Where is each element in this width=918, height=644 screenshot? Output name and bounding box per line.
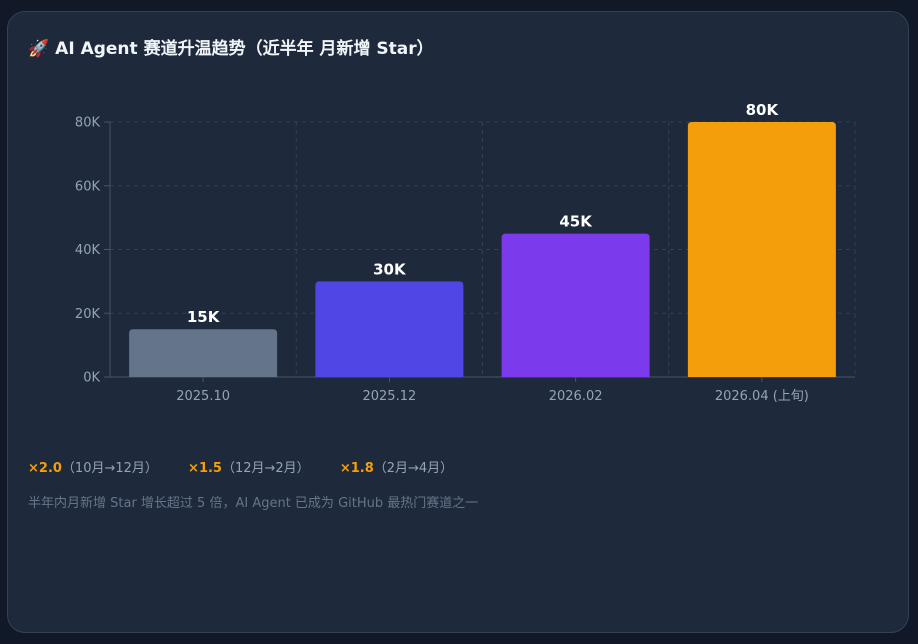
growth-item: ×2.0（10月→12月） — [28, 457, 158, 476]
growth-multiplier: ×1.8 — [339, 461, 374, 476]
x-tick-label: 2025.10 — [176, 389, 230, 404]
y-tick-label: 40K — [75, 243, 101, 258]
data-label: 30K — [373, 260, 407, 278]
bar — [315, 281, 464, 377]
bar — [687, 122, 836, 377]
x-tick-label: 2025.12 — [362, 389, 416, 404]
y-tick-label: 60K — [75, 179, 101, 194]
bar — [129, 329, 278, 377]
growth-summary: ×2.0（10月→12月） ×1.5（12月→2月） ×1.8（2月→4月） — [28, 457, 479, 476]
chart-title: 🚀 AI Agent 赛道升温趋势（近半年 月新增 Star） — [28, 34, 434, 59]
y-tick-labels: 0K 20K 40K 60K 80K — [75, 116, 101, 386]
data-labels: 15K 30K 45K 80K — [187, 101, 780, 326]
y-tick-label: 20K — [75, 307, 101, 322]
growth-item: ×1.5（12月→2月） — [188, 457, 310, 476]
growth-multiplier: ×2.0 — [28, 461, 62, 476]
rocket-icon: 🚀 — [28, 39, 50, 59]
bars — [129, 122, 836, 377]
grid-lines — [110, 121, 856, 377]
x-tick-labels: 2025.10 2025.12 2026.02 2026.04 (上旬) — [176, 389, 809, 404]
growth-range: （10月→12月） — [61, 461, 158, 476]
growth-range: （12月→2月） — [221, 461, 310, 476]
x-tick-label: 2026.02 — [549, 389, 603, 404]
growth-multiplier: ×1.5 — [188, 461, 222, 476]
y-tick-label: 80K — [75, 116, 101, 131]
bar — [501, 233, 650, 377]
data-label: 80K — [746, 101, 780, 119]
footnote: 半年内月新增 Star 增长超过 5 倍，AI Agent 已成为 GitHub… — [28, 496, 479, 511]
x-tick-label: 2026.04 (上旬) — [715, 389, 809, 404]
growth-range: （2月→4月） — [373, 461, 454, 476]
growth-item: ×1.8（2月→4月） — [340, 457, 453, 476]
data-label: 45K — [559, 213, 593, 231]
chart-title-text: AI Agent 赛道升温趋势（近半年 月新增 Star） — [55, 39, 434, 59]
data-label: 15K — [187, 308, 221, 326]
y-tick-label: 0K — [83, 371, 100, 386]
